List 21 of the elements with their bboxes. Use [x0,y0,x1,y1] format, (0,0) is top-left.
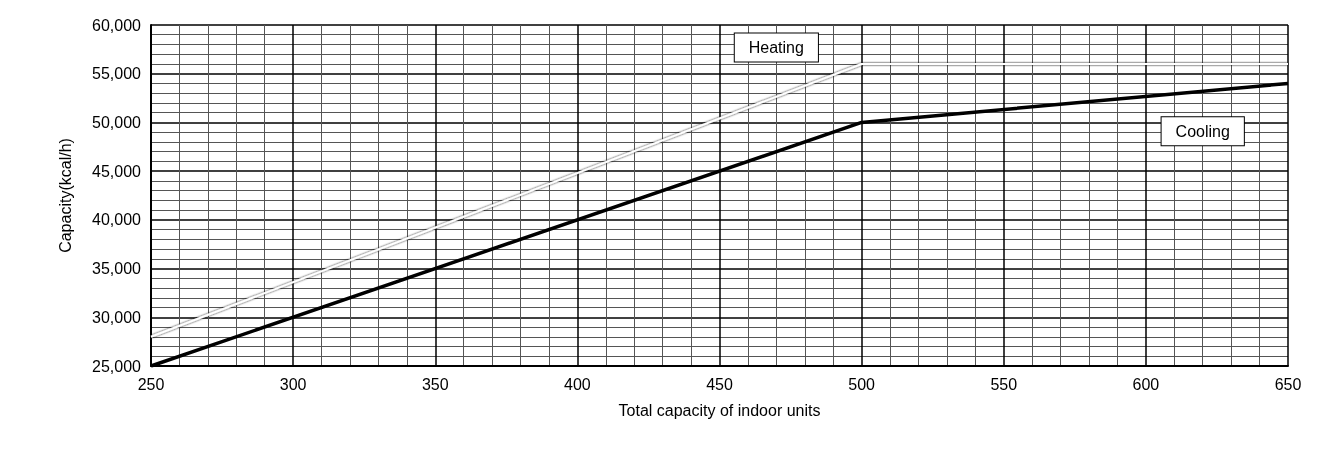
x-tick-label: 600 [1132,375,1160,393]
y-tick-label: 60,000 [92,16,142,34]
y-tick-label: 50,000 [92,113,142,131]
y-tick-label: 45,000 [92,162,142,180]
x-tick-label: 350 [421,375,449,393]
x-tick-label: 550 [990,375,1018,393]
x-tick-label: 450 [706,375,733,393]
x-axis-title: Total capacity of indoor units [618,401,821,419]
y-axis-title: Capacity(kcal/h) [56,138,74,253]
x-tick-label: 400 [564,375,591,393]
x-tick-label: 500 [848,375,876,393]
y-tick-label: 55,000 [92,65,142,83]
y-tick-label: 30,000 [92,308,142,326]
series-label: Heating [748,38,804,56]
y-tick-label: 25,000 [92,357,142,375]
y-tick-label: 35,000 [92,260,142,278]
x-tick-label: 650 [1274,375,1302,393]
x-tick-label: 250 [137,375,165,393]
series-label: Cooling [1175,122,1230,140]
x-tick-label: 300 [279,375,307,393]
y-tick-label: 40,000 [92,211,142,229]
